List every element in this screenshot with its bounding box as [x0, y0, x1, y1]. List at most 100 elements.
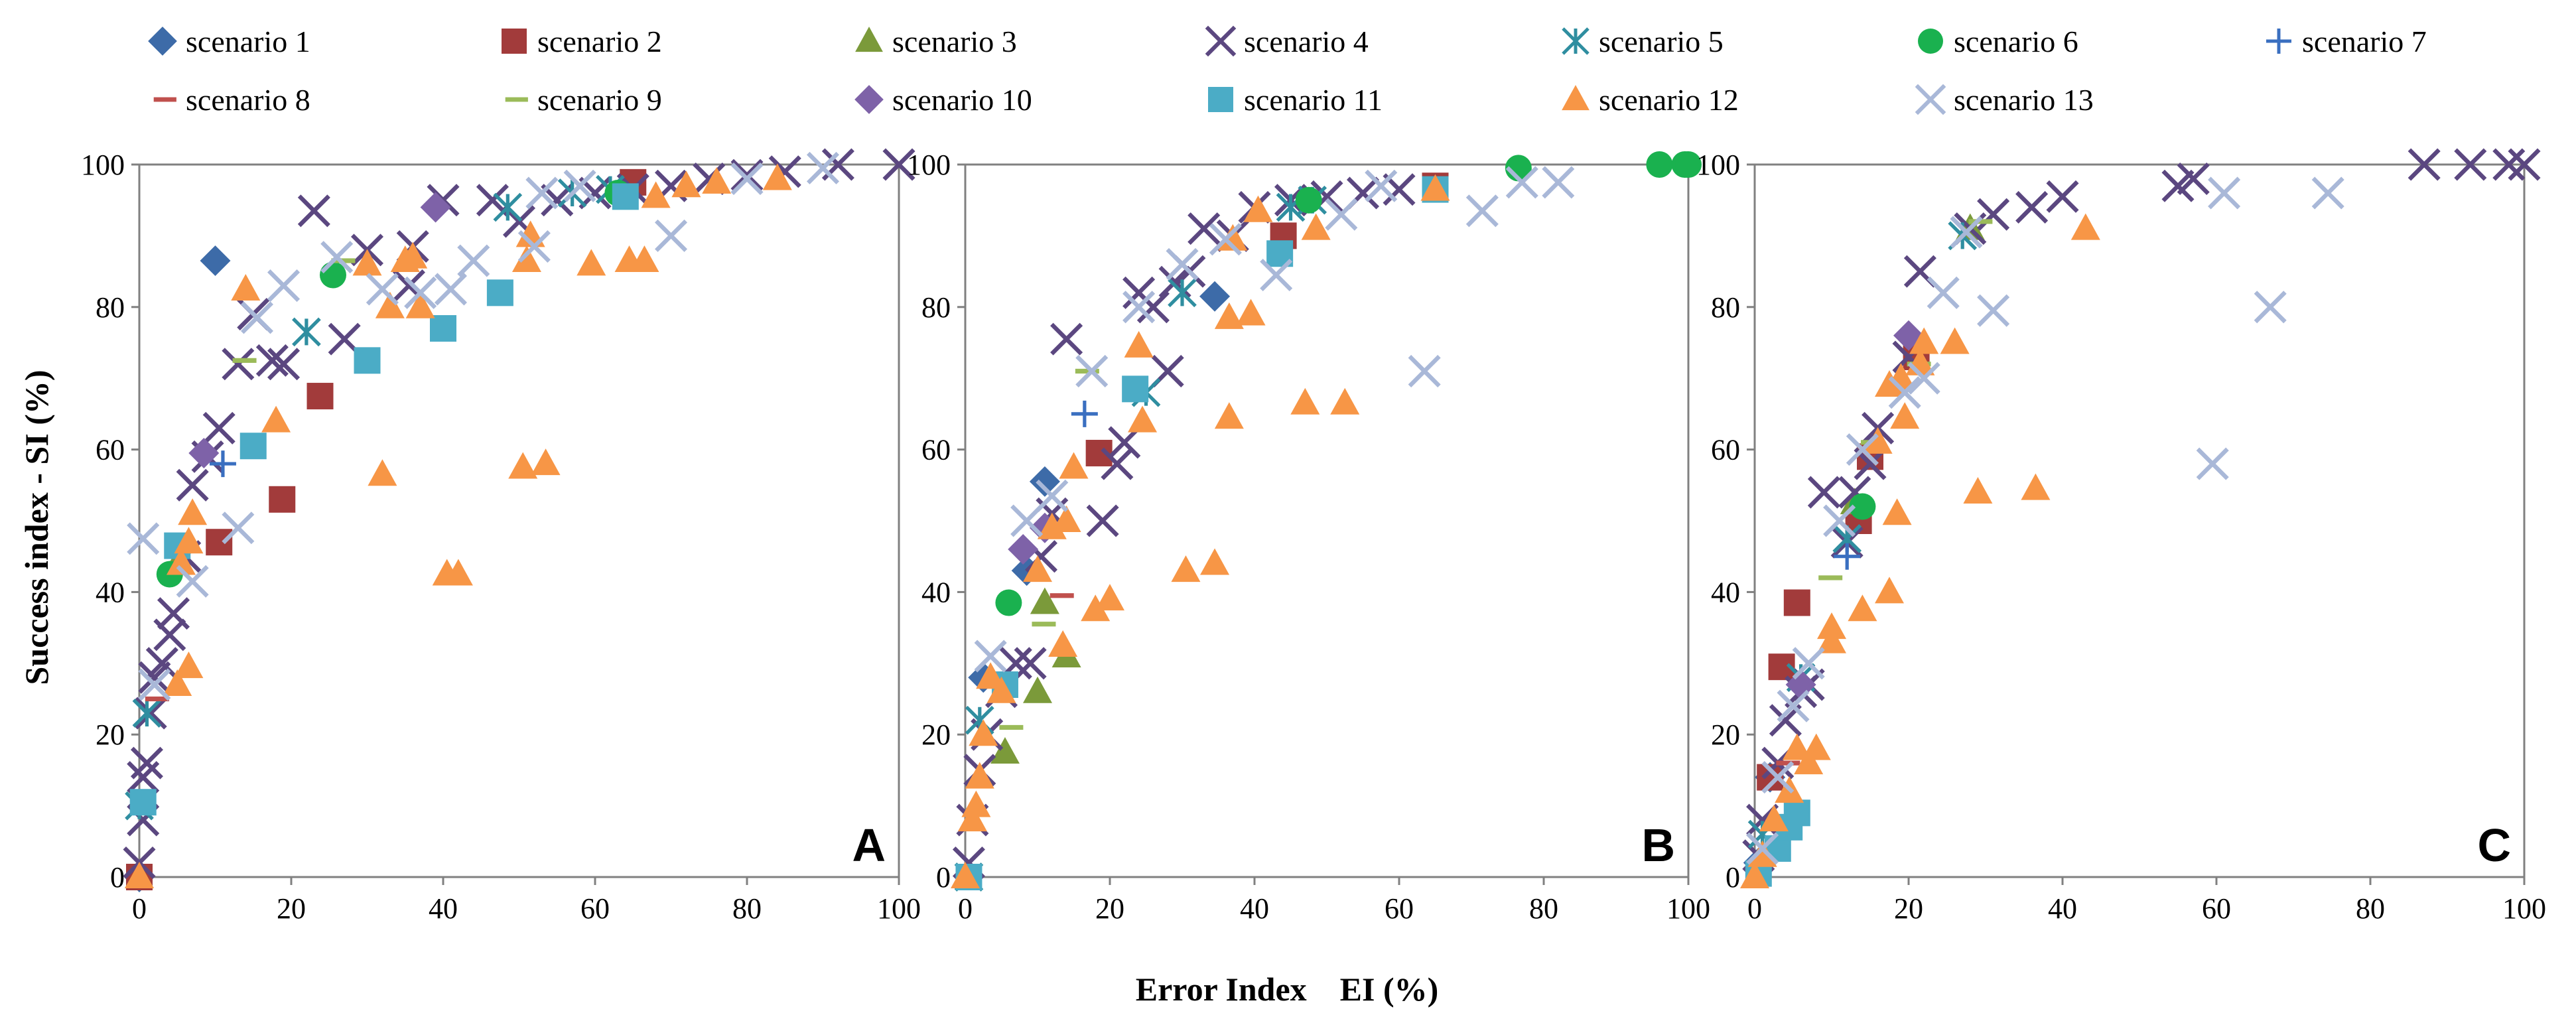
point-scenario-12	[508, 452, 538, 479]
point-scenario-12	[1875, 370, 1904, 397]
point-scenario-12	[443, 559, 473, 586]
legend-item-scenario-3: scenario 3	[855, 25, 1017, 58]
legend-item-scenario-5: scenario 5	[1562, 25, 1724, 58]
point-scenario-12	[951, 862, 980, 888]
point-scenario-4	[2177, 162, 2210, 196]
point-scenario-10	[420, 192, 451, 223]
point-scenario-13	[1209, 223, 1242, 256]
point-scenario-9	[1075, 368, 1099, 374]
y-tick-label: 100	[907, 149, 951, 181]
point-scenario-4	[1014, 647, 1047, 680]
point-scenario-2	[206, 529, 233, 556]
y-tick-label: 60	[96, 434, 125, 466]
point-scenario-9	[1818, 575, 1843, 580]
point-scenario-13	[654, 219, 688, 252]
y-tick-label: 60	[921, 434, 951, 466]
legend-item-scenario-10: scenario 10	[854, 83, 1032, 117]
x-tick-label: 60	[580, 892, 610, 925]
point-scenario-7	[1071, 400, 1098, 427]
point-scenario-4	[2407, 148, 2441, 181]
point-scenario-11	[430, 315, 456, 342]
point-scenario-13	[1505, 166, 1538, 199]
legend-item-scenario-11: scenario 11	[1208, 83, 1383, 117]
legend-marker-scenario-12	[1562, 85, 1590, 111]
legend-label-scenario-3: scenario 3	[892, 25, 1017, 58]
point-scenario-7	[1834, 543, 1861, 570]
point-scenario-12	[1128, 405, 1158, 433]
plot-frame	[138, 163, 900, 878]
point-scenario-13	[525, 176, 559, 210]
point-scenario-13	[1010, 504, 1044, 537]
point-scenario-12	[1882, 498, 1912, 525]
point-scenario-13	[1927, 276, 1960, 309]
point-scenario-12	[261, 405, 291, 433]
x-tick-label: 60	[1385, 892, 1414, 925]
point-scenario-12	[969, 719, 998, 746]
point-scenario-13	[1122, 291, 1156, 324]
x-tick-label: 40	[1240, 892, 1269, 925]
data-points	[123, 148, 915, 892]
legend-label-scenario-4: scenario 4	[1244, 25, 1369, 58]
point-scenario-13	[1408, 354, 1441, 387]
point-scenario-12	[178, 498, 208, 525]
point-scenario-8	[145, 696, 169, 702]
legend-item-scenario-1: scenario 1	[148, 25, 310, 58]
point-scenario-6	[1646, 151, 1673, 178]
point-scenario-3	[1030, 587, 1059, 614]
point-scenario-5	[292, 317, 321, 347]
point-scenario-13	[517, 230, 551, 263]
point-scenario-12	[125, 862, 154, 888]
legend-label-scenario-2: scenario 2	[537, 25, 662, 58]
point-scenario-11	[354, 347, 381, 374]
point-scenario-12	[375, 291, 405, 318]
point-scenario-4	[1187, 212, 1221, 245]
legend-marker-scenario-6	[1918, 29, 1943, 54]
legend-item-scenario-9: scenario 9	[505, 83, 662, 117]
point-scenario-12	[398, 241, 428, 269]
point-scenario-13	[1325, 198, 1358, 231]
point-scenario-8	[1776, 760, 1800, 766]
point-scenario-4	[138, 661, 171, 694]
legend-item-scenario-6: scenario 6	[1918, 25, 2078, 58]
point-scenario-12	[1290, 387, 1320, 415]
x-tick-label: 40	[429, 892, 458, 925]
y-tick-label: 100	[1696, 149, 1740, 181]
point-scenario-12	[1214, 402, 1244, 429]
point-scenario-4	[222, 348, 255, 381]
point-scenario-13	[366, 273, 399, 306]
point-scenario-13	[2196, 447, 2229, 480]
point-scenario-12	[976, 662, 1006, 689]
point-scenario-12	[1171, 555, 1201, 582]
point-scenario-13	[974, 640, 1007, 673]
point-scenario-12	[352, 249, 382, 276]
x-tick-label: 60	[2202, 892, 2231, 925]
point-scenario-13	[563, 169, 596, 202]
point-scenario-13	[1036, 479, 1069, 512]
legend-label-scenario-8: scenario 8	[186, 83, 310, 117]
point-scenario-1	[200, 245, 231, 276]
x-tick-label: 100	[2502, 892, 2546, 925]
point-scenario-6	[1675, 151, 1702, 178]
point-scenario-3	[990, 737, 1020, 764]
legend-label-scenario-9: scenario 9	[537, 83, 662, 117]
point-scenario-12	[174, 651, 204, 679]
point-scenario-12	[1817, 612, 1846, 640]
point-scenario-12	[630, 245, 659, 272]
point-scenario-13	[404, 276, 437, 309]
data-points	[951, 151, 1702, 892]
point-scenario-13	[1746, 832, 1779, 865]
point-scenario-4	[1854, 447, 1887, 480]
legend-marker-scenario-4	[1205, 25, 1237, 57]
point-scenario-7	[209, 450, 236, 478]
x-tick-label: 100	[1666, 892, 1710, 925]
point-scenario-9	[1032, 622, 1056, 627]
point-scenario-12	[1243, 195, 1273, 222]
point-scenario-13	[240, 301, 274, 334]
point-scenario-4	[130, 746, 163, 780]
x-tick-label: 20	[1095, 892, 1124, 925]
point-scenario-13	[222, 511, 255, 545]
point-scenario-12	[2021, 473, 2051, 500]
point-scenario-12	[1051, 506, 1081, 532]
legend-label-scenario-6: scenario 6	[1954, 25, 2078, 58]
legend-item-scenario-2: scenario 2	[502, 25, 662, 58]
